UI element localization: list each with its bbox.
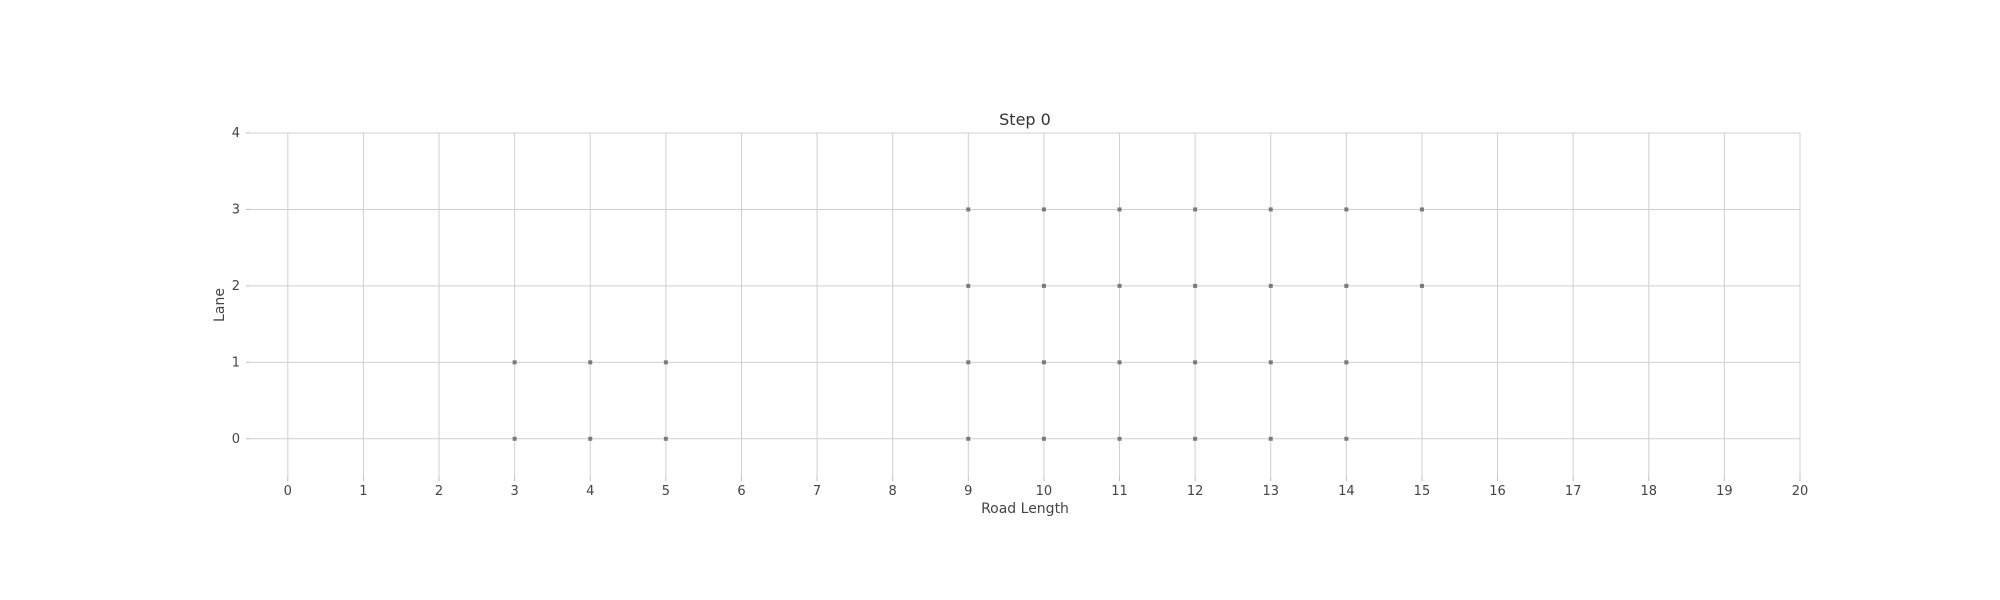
data-point: [512, 436, 517, 441]
data-point: [1344, 283, 1349, 288]
x-tick-label: 13: [1262, 484, 1279, 499]
points-layer: [512, 207, 1424, 441]
y-tick-label: 0: [232, 432, 240, 447]
data-point: [1117, 283, 1122, 288]
x-tick-label: 7: [813, 484, 821, 499]
data-point: [1117, 360, 1122, 365]
data-point: [1268, 283, 1273, 288]
data-point: [1419, 207, 1424, 212]
data-point: [966, 283, 971, 288]
data-point: [1268, 436, 1273, 441]
x-tick-label: 11: [1111, 484, 1128, 499]
data-point: [1193, 436, 1198, 441]
data-point: [1193, 207, 1198, 212]
data-point: [1268, 360, 1273, 365]
data-point: [663, 360, 668, 365]
data-point: [1041, 436, 1046, 441]
data-point: [1041, 207, 1046, 212]
y-tick-label: 2: [232, 279, 240, 294]
data-point: [1041, 360, 1046, 365]
x-tick-label: 15: [1414, 484, 1431, 499]
x-tick-label: 1: [359, 484, 367, 499]
y-tick-label: 3: [232, 202, 240, 217]
x-tick-label: 0: [284, 484, 292, 499]
x-tick-label: 18: [1641, 484, 1658, 499]
data-point: [966, 436, 971, 441]
data-point: [966, 207, 971, 212]
data-point: [1268, 207, 1273, 212]
x-tick-label: 4: [586, 484, 594, 499]
data-point: [1344, 360, 1349, 365]
data-point: [1117, 436, 1122, 441]
x-tick-label: 2: [435, 484, 443, 499]
x-tick-label: 16: [1489, 484, 1506, 499]
y-axis-label: Lane: [212, 288, 228, 322]
data-point: [663, 436, 668, 441]
x-tick-label: 20: [1792, 484, 1809, 499]
data-point: [1117, 207, 1122, 212]
y-tick-label: 1: [232, 355, 240, 370]
x-tick-label: 9: [964, 484, 972, 499]
chart-title: Step 0: [999, 110, 1051, 129]
x-tick-label: 10: [1036, 484, 1053, 499]
x-tick-label: 5: [662, 484, 670, 499]
data-point: [1193, 360, 1198, 365]
data-point: [1193, 283, 1198, 288]
x-tick-label: 17: [1565, 484, 1582, 499]
data-point: [966, 360, 971, 365]
grid-layer: [250, 132, 1801, 477]
data-point: [1344, 436, 1349, 441]
data-point: [588, 436, 593, 441]
data-point: [1344, 207, 1349, 212]
data-point: [512, 360, 517, 365]
x-tick-label: 12: [1187, 484, 1204, 499]
data-point: [588, 360, 593, 365]
data-point: [1419, 283, 1424, 288]
x-tick-label: 8: [889, 484, 897, 499]
y-tick-label: 4: [232, 126, 240, 141]
x-axis-label: Road Length: [981, 501, 1069, 517]
x-tick-label: 14: [1338, 484, 1355, 499]
x-tick-label: 19: [1716, 484, 1733, 499]
x-tick-label: 6: [737, 484, 745, 499]
data-point: [1041, 283, 1046, 288]
x-tick-label: 3: [510, 484, 518, 499]
